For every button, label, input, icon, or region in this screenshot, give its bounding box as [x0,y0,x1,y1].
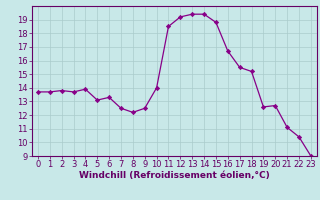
X-axis label: Windchill (Refroidissement éolien,°C): Windchill (Refroidissement éolien,°C) [79,171,270,180]
